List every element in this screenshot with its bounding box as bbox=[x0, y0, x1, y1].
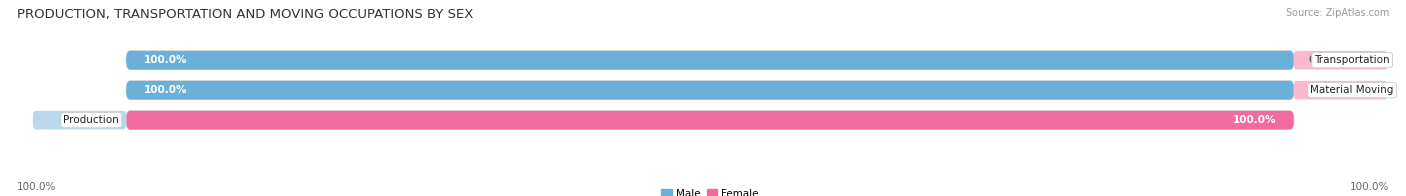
Text: 100.0%: 100.0% bbox=[1350, 182, 1389, 192]
FancyBboxPatch shape bbox=[127, 111, 1294, 129]
Legend: Male, Female: Male, Female bbox=[661, 189, 759, 196]
Text: 0.0%: 0.0% bbox=[1309, 85, 1339, 95]
Text: 100.0%: 100.0% bbox=[1233, 115, 1277, 125]
Text: Material Moving: Material Moving bbox=[1310, 85, 1393, 95]
FancyBboxPatch shape bbox=[32, 111, 127, 129]
Text: Production: Production bbox=[63, 115, 120, 125]
FancyBboxPatch shape bbox=[1294, 81, 1388, 99]
Text: Transportation: Transportation bbox=[1315, 55, 1391, 65]
FancyBboxPatch shape bbox=[127, 81, 1294, 99]
FancyBboxPatch shape bbox=[127, 51, 1294, 69]
FancyBboxPatch shape bbox=[1294, 51, 1388, 69]
Text: 100.0%: 100.0% bbox=[143, 55, 187, 65]
FancyBboxPatch shape bbox=[127, 51, 1294, 69]
Text: 0.0%: 0.0% bbox=[91, 115, 121, 125]
Text: Source: ZipAtlas.com: Source: ZipAtlas.com bbox=[1285, 8, 1389, 18]
FancyBboxPatch shape bbox=[127, 81, 1294, 99]
Text: PRODUCTION, TRANSPORTATION AND MOVING OCCUPATIONS BY SEX: PRODUCTION, TRANSPORTATION AND MOVING OC… bbox=[17, 8, 474, 21]
Text: 100.0%: 100.0% bbox=[143, 85, 187, 95]
FancyBboxPatch shape bbox=[127, 111, 1294, 129]
Text: 0.0%: 0.0% bbox=[1309, 55, 1339, 65]
Text: 100.0%: 100.0% bbox=[17, 182, 56, 192]
